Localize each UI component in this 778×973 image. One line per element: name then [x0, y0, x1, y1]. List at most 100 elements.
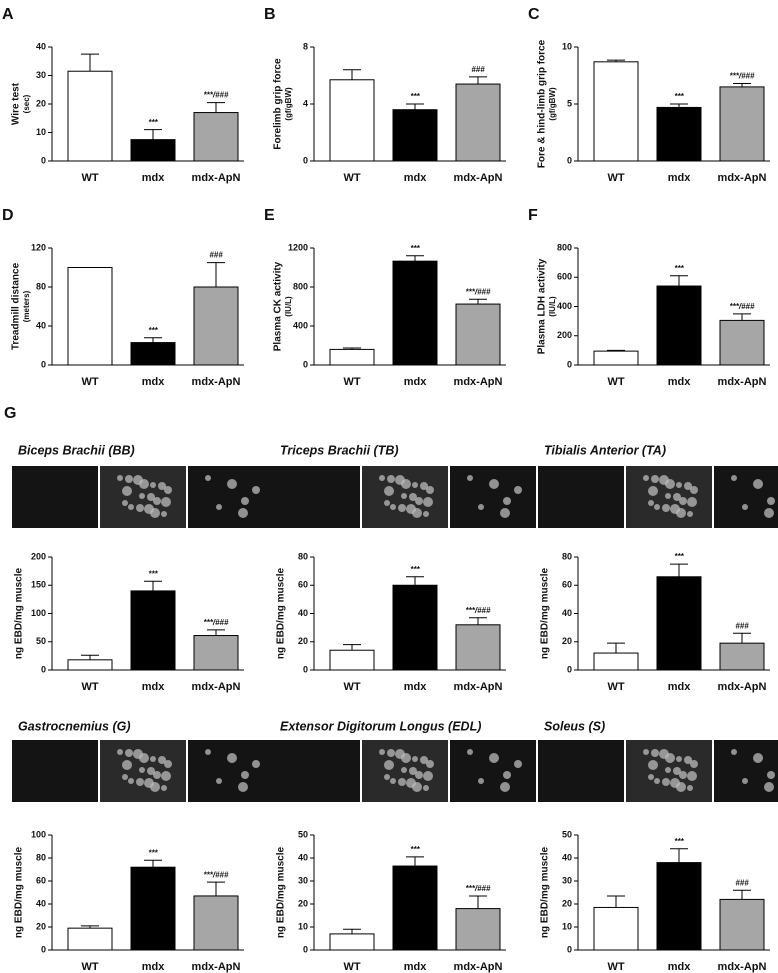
x-tick-label: WT — [607, 961, 624, 973]
error-bar — [406, 576, 424, 586]
micrograph-spot — [390, 504, 396, 510]
y-tick-label: 40 — [298, 608, 308, 618]
panel-label: B — [264, 6, 276, 23]
muscle-title: Triceps Brachii (TB) — [280, 443, 399, 457]
bar — [67, 659, 113, 671]
error-bar — [469, 895, 487, 909]
micrograph-spot — [395, 475, 405, 485]
y-axis-unit: (IU/L) — [284, 296, 293, 317]
micrograph-spot — [161, 511, 167, 517]
micrograph-spot — [426, 486, 434, 494]
bar — [392, 260, 438, 366]
micrograph-spot — [147, 493, 155, 501]
bar — [67, 70, 113, 162]
micrograph-spot — [423, 771, 433, 781]
y-tick-label: 50 — [562, 829, 572, 839]
micrograph-spot — [467, 475, 473, 481]
micrograph-spot — [478, 778, 484, 784]
error-bar — [144, 580, 162, 591]
micrograph-spot — [122, 486, 132, 496]
y-tick-label: 100 — [31, 608, 46, 618]
micrograph-spot — [241, 497, 249, 505]
y-tick-label: 20 — [36, 921, 46, 931]
y-tick-label: 0 — [567, 944, 572, 954]
micrograph-spot — [489, 479, 499, 489]
significance: *** — [148, 569, 158, 578]
micrograph-spot — [687, 497, 697, 507]
x-tick-label: mdx — [404, 376, 428, 388]
y-axis-label: ng EBD/mg muscle — [14, 847, 25, 939]
y-axis-label: ng EBD/mg muscle — [540, 568, 551, 660]
y-axis-unit: (gf/gBW) — [284, 87, 293, 121]
micrograph-spot — [379, 749, 385, 755]
micrograph-spot — [676, 482, 682, 488]
y-axis-label: Plasma LDH activity — [537, 258, 548, 354]
micrograph-spot — [117, 475, 123, 481]
micrograph-spot — [412, 482, 418, 488]
bar — [719, 898, 765, 951]
y-tick-label: 40 — [36, 898, 46, 908]
micrograph-spot — [384, 500, 390, 506]
micrograph — [714, 740, 778, 802]
y-tick-label: 8 — [303, 41, 308, 51]
micrograph-spot — [420, 756, 428, 764]
error-bar — [144, 859, 162, 868]
micrograph-spot — [147, 767, 155, 775]
error-bar — [406, 255, 424, 262]
bar — [656, 862, 702, 951]
micrograph-spot — [648, 500, 654, 506]
micrograph-spot — [395, 749, 405, 759]
micrograph-spot — [731, 749, 737, 755]
micrograph-spot — [764, 782, 774, 792]
significance: *** — [410, 845, 420, 854]
micrograph-spot — [684, 482, 692, 490]
micrograph-spot — [670, 778, 680, 788]
y-tick-label: 40 — [36, 41, 46, 51]
muscle-title: Tibialis Anterior (TA) — [544, 443, 666, 457]
error-bar — [343, 644, 361, 651]
micrograph-spot — [654, 504, 660, 510]
x-tick-label: mdx — [142, 376, 166, 388]
significance: *** — [410, 565, 420, 574]
y-tick-label: 20 — [562, 636, 572, 646]
micrograph-spot — [128, 778, 134, 784]
y-axis-label: ng EBD/mg muscle — [540, 847, 551, 939]
chart: 0 50 100 150 200 ng EBD/mg muscle WT mdx *** mdx-… — [12, 443, 274, 693]
bar — [329, 649, 375, 671]
bar — [656, 285, 702, 366]
x-tick-label: WT — [607, 681, 624, 693]
muscle-title: Soleus (S) — [544, 719, 605, 733]
muscle-title: Gastrocnemius (G) — [18, 719, 131, 733]
micrograph-spot — [139, 493, 145, 499]
micrograph-spot — [753, 753, 763, 763]
y-tick-label: 0 — [567, 664, 572, 674]
x-tick-label: mdx-ApN — [454, 681, 503, 693]
y-tick-label: 5 — [567, 98, 572, 108]
micrograph-spot — [122, 760, 132, 770]
error-bar — [469, 298, 487, 305]
y-axis-label: Wire test — [11, 82, 22, 125]
panel-label: G — [4, 405, 16, 422]
micrograph-spot — [643, 475, 649, 481]
micrograph-spot — [415, 771, 423, 779]
micrograph-spot — [679, 771, 687, 779]
micrograph-spot — [379, 475, 385, 481]
micrograph-spot — [731, 475, 737, 481]
significance: *** — [410, 244, 420, 253]
y-tick-label: 150 — [31, 580, 46, 590]
micrograph-spot — [426, 760, 434, 768]
micrograph-spot — [125, 749, 133, 757]
bar — [455, 908, 501, 951]
micrograph — [450, 740, 536, 802]
y-tick-label: 60 — [36, 875, 46, 885]
x-tick-label: mdx — [142, 172, 166, 184]
x-tick-label: mdx-ApN — [192, 681, 241, 693]
bar — [593, 350, 639, 366]
error-bar — [607, 642, 625, 654]
y-tick-label: 40 — [298, 852, 308, 862]
error-bar — [733, 889, 751, 900]
micrograph-spot — [742, 504, 748, 510]
significance: *** — [674, 837, 684, 846]
micrograph-spot — [665, 767, 671, 773]
y-tick-label: 10 — [562, 921, 572, 931]
